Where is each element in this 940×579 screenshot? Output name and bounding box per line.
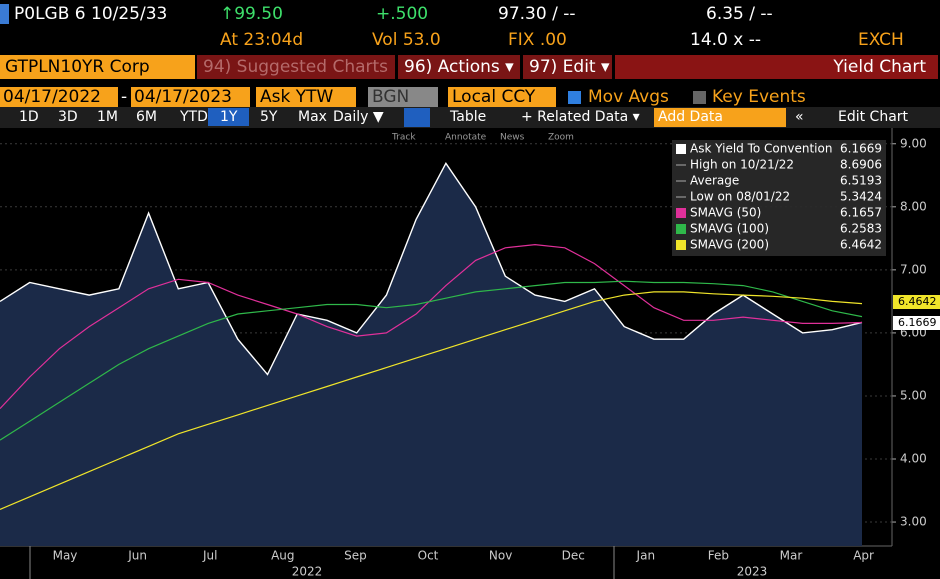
period-button[interactable]: YTD <box>180 109 208 125</box>
chart-icon[interactable] <box>404 108 430 127</box>
legend-label: SMAVG (50) <box>690 206 761 220</box>
menu-item[interactable]: 96) Actions ▾ <box>398 55 520 79</box>
series-line <box>0 291 863 510</box>
month-label: Jul <box>202 549 217 563</box>
menu-item[interactable]: 97) Edit ▾ <box>523 55 612 79</box>
period-button[interactable]: 1Y <box>208 108 250 126</box>
series-line <box>0 161 863 376</box>
end-date[interactable]: 04/17/2023 <box>131 87 250 107</box>
year-label: 2022 <box>292 565 323 579</box>
month-label: May <box>53 549 78 563</box>
legend-swatch <box>676 224 686 234</box>
y-tick-label: 7.00 <box>900 262 927 276</box>
currency[interactable]: Local CCY <box>448 87 556 107</box>
screen-title: Yield Chart <box>615 55 938 79</box>
chart: Track Annotate News Zoom3.004.005.006.007.0… <box>0 128 940 579</box>
field[interactable]: Ask YTW <box>256 87 356 107</box>
key-events[interactable]: Key Events <box>712 87 806 107</box>
last-value-tag <box>893 316 940 330</box>
legend-label: High on 10/21/22 <box>690 158 794 172</box>
change: +.500 <box>376 4 429 24</box>
period-button[interactable]: 6M <box>136 109 157 125</box>
last-value-label: 6.4642 <box>898 295 937 308</box>
legend-value: 6.1657 <box>840 206 882 220</box>
tool-label: News <box>500 133 525 143</box>
table[interactable]: Table <box>450 109 487 125</box>
legend: Ask Yield To Convention 6.1669 High on 10/… <box>672 140 886 256</box>
menu-item[interactable]: 94) Suggested Charts <box>197 55 395 79</box>
legend-box <box>672 140 886 256</box>
legend-swatch <box>676 208 686 218</box>
month-label: Dec <box>562 549 585 563</box>
legend-value: 8.6906 <box>840 158 882 172</box>
legend-value: 6.4642 <box>840 238 882 252</box>
y-tick-label: 4.00 <box>900 451 927 465</box>
month-label: Feb <box>708 549 729 563</box>
month-label: Nov <box>489 549 512 563</box>
period-button[interactable]: 1D <box>19 109 39 125</box>
y-tick-label: 3.00 <box>900 515 927 529</box>
legend-swatch <box>676 144 686 154</box>
bid-ask: 97.30 / -- <box>498 4 576 24</box>
y-tick-label: 8.00 <box>900 199 927 213</box>
month-label: Apr <box>853 549 874 563</box>
checkbox[interactable] <box>568 91 581 104</box>
price: ↑99.50 <box>220 4 283 24</box>
ticker: P0LGB 6 10/25/33 <box>14 4 168 24</box>
legend-label: Average <box>690 174 739 188</box>
marker <box>0 4 9 24</box>
legend-value: 6.1669 <box>840 142 882 156</box>
tool-label: Annotate <box>445 133 487 143</box>
legend-value: 6.5193 <box>840 174 882 188</box>
mov-avgs[interactable]: Mov Avgs <box>588 87 669 107</box>
yield: 6.35 / -- <box>706 4 773 24</box>
edit-chart[interactable]: Edit Chart <box>838 109 909 125</box>
separator: - <box>121 87 128 107</box>
legend-label: Ask Yield To Convention <box>690 142 832 156</box>
month-label: Sep <box>344 549 367 563</box>
related-data[interactable]: + Related Data ▾ <box>521 109 640 125</box>
series-line <box>0 280 863 441</box>
legend-value: 5.3424 <box>840 190 882 204</box>
month-label: Oct <box>418 549 439 563</box>
last-value-label: 6.1669 <box>898 316 937 329</box>
period-button[interactable]: 1M <box>97 109 118 125</box>
legend-label: SMAVG (200) <box>690 238 769 252</box>
y-tick-label: 9.00 <box>900 136 927 150</box>
frequency[interactable]: Daily ▼ <box>333 109 384 125</box>
start-date[interactable]: 04/17/2022 <box>0 87 118 107</box>
legend-label: Low on 08/01/22 <box>690 190 790 204</box>
size: 14.0 x -- <box>690 30 761 50</box>
checkbox[interactable] <box>693 91 706 104</box>
month-label: Jan <box>636 549 656 563</box>
last-value-tag <box>893 295 940 309</box>
legend-value: 6.2583 <box>840 222 882 236</box>
time: At 23:04d <box>220 30 304 50</box>
tool-label: Zoom <box>548 133 574 143</box>
period-button[interactable]: 3D <box>58 109 78 125</box>
month-label: Aug <box>271 549 294 563</box>
add-data[interactable]: Add Data <box>654 108 786 127</box>
period-button[interactable]: 5Y <box>260 109 278 125</box>
y-tick-label: 5.00 <box>900 388 927 402</box>
area-fill <box>0 163 862 547</box>
fix: FIX .00 <box>508 30 567 50</box>
legend-label: SMAVG (100) <box>690 222 769 236</box>
legend-swatch <box>676 240 686 250</box>
month-label: Mar <box>780 549 803 563</box>
volume: Vol 53.0 <box>372 30 441 50</box>
collapse[interactable]: « <box>795 109 804 125</box>
source: EXCH <box>858 30 904 50</box>
pricing-source[interactable]: BGN <box>368 87 438 107</box>
month-label: Jun <box>127 549 147 563</box>
security[interactable]: GTPLN10YR Corp <box>0 55 195 79</box>
tool-label: Track <box>391 133 416 143</box>
period-button[interactable]: Max <box>298 109 327 125</box>
year-label: 2023 <box>737 565 768 579</box>
series-line <box>0 243 863 410</box>
